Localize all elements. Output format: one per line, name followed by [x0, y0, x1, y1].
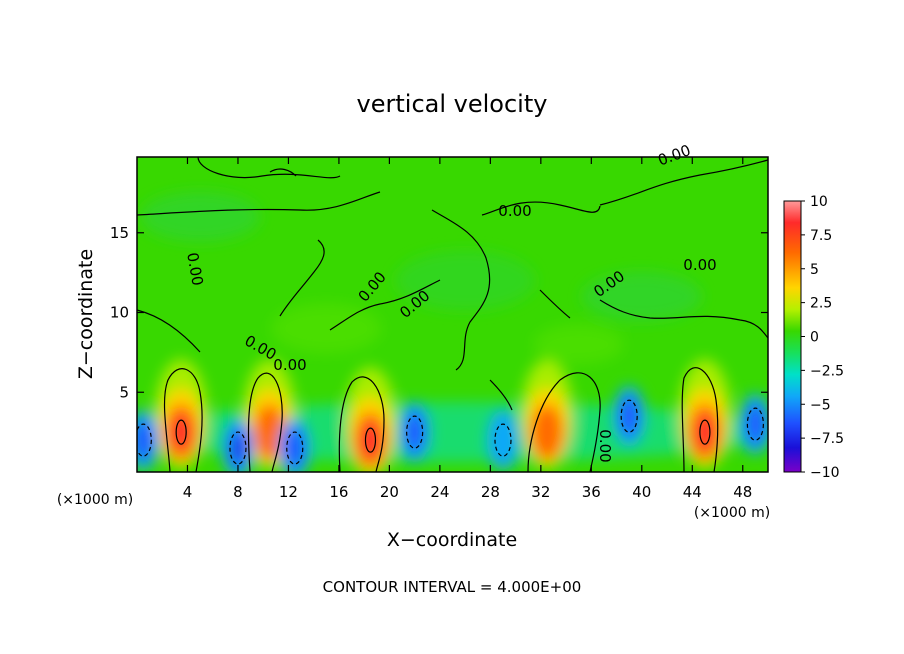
zero-contour [489, 379, 513, 411]
contour-value-label: 0.00 [596, 429, 614, 462]
negative-contour [286, 431, 304, 465]
x-tick-label: 12 [279, 483, 298, 501]
x-tick-label: 32 [531, 483, 550, 501]
zero-contour [681, 367, 719, 472]
colorbar-gradient [783, 200, 802, 473]
y-axis-label: Z−coordinate [75, 249, 97, 379]
colorbar-label: 5 [810, 262, 819, 278]
field-cell [271, 303, 382, 354]
field-cell [285, 428, 304, 469]
field-cell [694, 414, 715, 451]
field-cell [395, 250, 536, 311]
colorbar-label: 10 [810, 194, 828, 210]
x-tick-label: 16 [329, 483, 348, 501]
zero-contour [137, 191, 381, 216]
zero-contour [329, 279, 441, 331]
x-tick-label: 40 [632, 483, 651, 501]
zero-contour [247, 372, 283, 472]
field-cell [533, 324, 624, 365]
colorbar-labels: 10 7.5 5 2.5 0 −2.5 −5 −7.5 −10 [801, 194, 844, 481]
field-cell [140, 191, 261, 242]
field-cell [360, 422, 381, 459]
field-cell [746, 404, 765, 445]
x-unit-right: (×1000 m) [694, 505, 770, 521]
colorbar-label: 2.5 [810, 296, 832, 312]
colorbar-label: −5 [810, 397, 831, 413]
plot-area: 0.000.000.000.000.000.000.000.000.000.00 [136, 141, 769, 473]
colorbar: 10 7.5 5 2.5 0 −2.5 −5 −7.5 −10 [783, 194, 844, 481]
chart-title: vertical velocity [357, 90, 548, 118]
x-tick-label: 48 [733, 483, 752, 501]
zero-contour [481, 201, 601, 216]
field-cell [232, 438, 243, 459]
colorbar-label: −7.5 [810, 431, 844, 447]
negative-contour [494, 423, 512, 457]
x-tick-label: 44 [683, 483, 702, 501]
negative-contour [620, 399, 638, 433]
field-cell [486, 410, 519, 471]
negative-contour [406, 415, 424, 449]
field-cell [171, 414, 192, 451]
zero-contour [599, 299, 768, 339]
field-cell [253, 404, 286, 461]
zero-contour [269, 168, 297, 177]
zero-contour [279, 239, 325, 317]
core-contour [364, 427, 377, 453]
colorbar-label: 7.5 [810, 228, 832, 244]
colorbar-label: −10 [810, 465, 840, 481]
core-contour [175, 419, 187, 445]
x-tick-label: 8 [233, 483, 243, 501]
contour-value-label: 0.00 [273, 356, 306, 374]
colorbar-label: −2.5 [810, 363, 844, 379]
x-tick-label: 36 [582, 483, 601, 501]
contour-value-label: 0.00 [683, 256, 716, 274]
x-unit-left: (×1000 m) [57, 492, 133, 508]
field-cell [581, 271, 702, 322]
x-tick-label: 24 [430, 483, 449, 501]
zero-contour [338, 376, 385, 472]
contour-value-label: 0.00 [183, 251, 207, 287]
field-cell [620, 396, 639, 437]
colorbar-label: 0 [810, 330, 819, 346]
contour-value-label: 0.00 [498, 202, 531, 220]
y-tick-label: 10 [110, 304, 129, 322]
zero-contour [599, 159, 768, 206]
negative-contour [229, 431, 247, 465]
field-cell [137, 420, 153, 461]
plot-frame [136, 156, 769, 473]
x-tick-label: 28 [481, 483, 500, 501]
zero-contour [527, 372, 601, 472]
negative-contour [746, 407, 764, 441]
zero-contour [431, 209, 491, 371]
contour-interval-note: CONTOUR INTERVAL = 4.000E+00 [323, 578, 582, 596]
y-axis: 5 10 15 [110, 224, 768, 401]
y-tick-label: 15 [110, 224, 129, 242]
x-axis: 4 8 12 16 20 24 28 32 36 40 44 48 [183, 157, 752, 501]
field-cell [531, 404, 564, 461]
zero-contour [163, 368, 203, 472]
zero-contour [539, 289, 571, 319]
x-tick-label: 4 [183, 483, 193, 501]
core-contour [699, 419, 711, 445]
x-axis-label: X−coordinate [387, 529, 517, 551]
x-tick-label: 20 [380, 483, 399, 501]
zero-contour [197, 157, 341, 179]
zero-contours [137, 157, 768, 472]
negative-contour [137, 423, 152, 457]
y-tick-label: 5 [119, 383, 129, 401]
field-cell [405, 412, 424, 453]
